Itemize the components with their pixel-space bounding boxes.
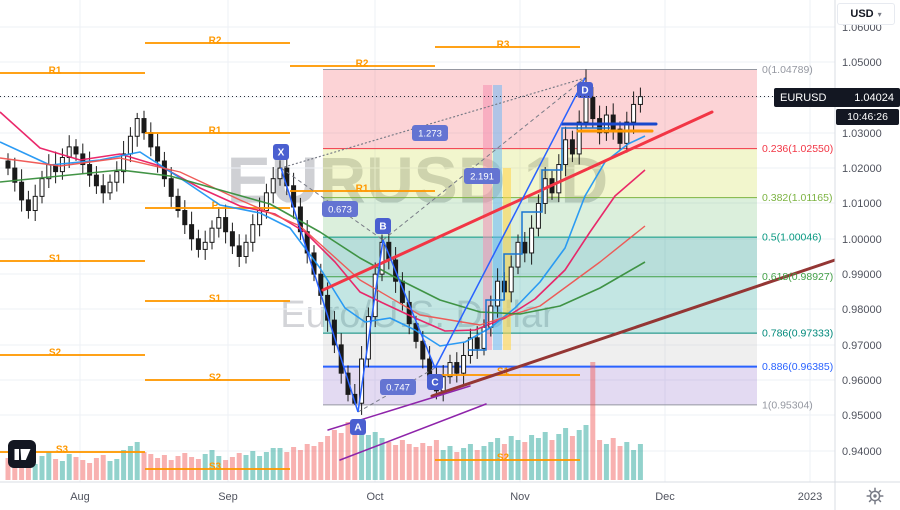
- symbol-price-badge: EURUSD 1.04024: [774, 88, 900, 107]
- fib-label: 0.786(0.97333): [762, 328, 833, 340]
- zigzag-step-line: [468, 127, 610, 351]
- pattern-point-label[interactable]: [273, 144, 289, 160]
- ratio-pill[interactable]: [464, 168, 500, 184]
- price-tick-label: 0.99000: [842, 269, 882, 281]
- fib-retracement-bands: [323, 69, 757, 405]
- time-axis[interactable]: [0, 482, 835, 510]
- fib-retracement-lines: [323, 68, 757, 406]
- fib-label: 1(0.95304): [762, 399, 813, 411]
- volume-series: [5, 362, 643, 480]
- time-tick-label: Nov: [510, 491, 530, 503]
- price-tick-label: 1.03000: [842, 128, 882, 140]
- settings-gear-icon[interactable]: [864, 485, 886, 507]
- moving-averages: [0, 111, 646, 347]
- pivot-label: R2: [356, 59, 369, 70]
- svg-text:2.191: 2.191: [470, 172, 494, 183]
- ratio-pill[interactable]: [412, 125, 448, 141]
- price-tick-label: 1.05000: [842, 57, 882, 69]
- fib-level-labels: 0(1.04789) 0.236(1.02550) 0.382(1.01165) 0.…: [762, 64, 833, 411]
- countdown-badge: 10:46:26: [836, 109, 899, 125]
- price-tick-label: 1.06000: [842, 22, 882, 34]
- ma-red: [0, 157, 646, 326]
- price-tick-label: 0.98000: [842, 304, 882, 316]
- svg-text:0.747: 0.747: [386, 383, 410, 394]
- fib-label: 0(1.04789): [762, 64, 813, 76]
- trend-lines: [321, 110, 837, 461]
- fib-label: 0.236(1.02550): [762, 143, 833, 155]
- price-tick-label: 1.02000: [842, 163, 882, 175]
- pivot-levels: R1S1S2S3R2R1PS1S2S3R2R1R3S1S2: [0, 36, 580, 473]
- price-tick-label: 0.97000: [842, 340, 882, 352]
- price-tick-label: 0.96000: [842, 375, 882, 387]
- currency-selector[interactable]: USD ▾: [837, 3, 895, 25]
- time-tick-label: Dec: [655, 491, 675, 503]
- pivot-label: R1: [356, 184, 369, 195]
- price-tick-label: 1.01000: [842, 198, 882, 210]
- svg-text:X: X: [278, 148, 285, 159]
- pattern-point-label[interactable]: [577, 82, 593, 98]
- svg-text:A: A: [354, 423, 361, 434]
- svg-text:C: C: [431, 378, 438, 389]
- price-tick-label: 1.00000: [842, 234, 882, 246]
- purple-channel-lower: [339, 403, 487, 461]
- pivot-label: P: [212, 201, 219, 212]
- pivot-label: R1: [49, 66, 62, 77]
- pivot-label: S2: [49, 348, 62, 359]
- chevron-down-icon: ▾: [877, 9, 882, 19]
- ratio-pill[interactable]: [322, 201, 358, 217]
- pivot-label: S3: [209, 462, 222, 473]
- svg-text:1.273: 1.273: [418, 129, 442, 140]
- pivot-label: S3: [56, 445, 69, 456]
- time-tick-label: Sep: [218, 491, 238, 503]
- fib-label: 0.382(1.01165): [762, 192, 832, 204]
- red-trendline: [321, 110, 714, 292]
- price-tick-label: 0.94000: [842, 446, 882, 458]
- pattern-point-label[interactable]: [350, 419, 366, 435]
- fib-label: 0.5(1.00046): [762, 232, 822, 244]
- svg-text:B: B: [379, 222, 386, 233]
- pivot-label: S1: [49, 254, 62, 265]
- pivot-label: R1: [209, 126, 222, 137]
- pivot-label: S2: [209, 373, 222, 384]
- pivot-label: R3: [497, 40, 510, 51]
- pattern-point-label[interactable]: [427, 374, 443, 390]
- xabcd-pattern: 0.673 0.747 1.273 2.191 X A B C D: [273, 77, 593, 435]
- ma-green: [0, 169, 646, 315]
- time-tick-label: Oct: [366, 491, 383, 503]
- tradingview-logo[interactable]: [8, 440, 36, 468]
- maroon-trendline: [430, 258, 837, 398]
- grid-lines: [0, 0, 835, 482]
- pivot-label: S1: [209, 294, 222, 305]
- svg-text:0.673: 0.673: [328, 205, 352, 216]
- ratio-pill[interactable]: [380, 379, 416, 395]
- time-tick-label: Aug: [70, 491, 90, 503]
- pivot-label: R2: [209, 36, 222, 47]
- fib-label: 0.618(0.98927): [762, 271, 833, 283]
- badge-price: 1.04024: [854, 91, 894, 104]
- badge-symbol: EURUSD: [780, 91, 827, 104]
- volume-profile-columns: [483, 85, 511, 350]
- pattern-point-label[interactable]: [375, 218, 391, 234]
- price-tick-label: 0.95000: [842, 410, 882, 422]
- pivot-label: S2: [497, 453, 510, 464]
- price-axis[interactable]: [835, 0, 900, 482]
- fib-label: 0.886(0.96385): [762, 361, 833, 373]
- currency-label: USD: [850, 8, 874, 20]
- svg-text:D: D: [581, 86, 588, 97]
- ma-magenta: [0, 111, 646, 332]
- time-tick-label: 2023: [798, 491, 822, 503]
